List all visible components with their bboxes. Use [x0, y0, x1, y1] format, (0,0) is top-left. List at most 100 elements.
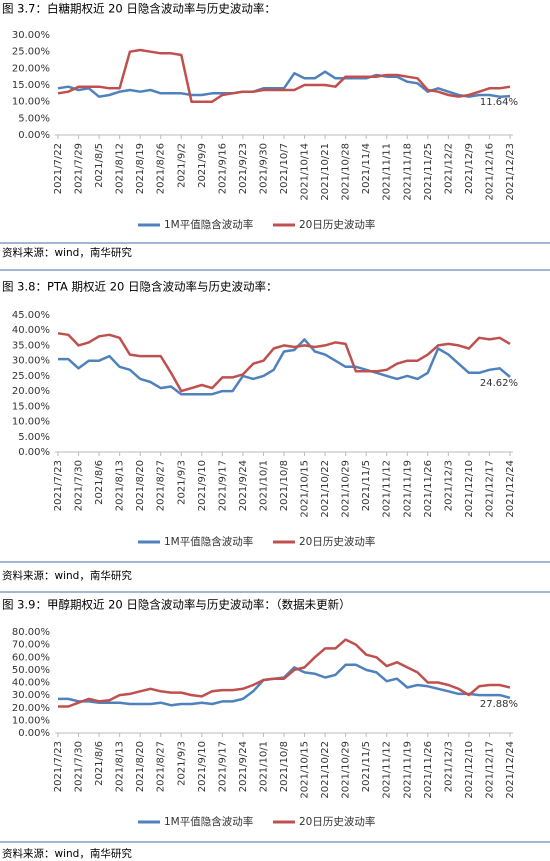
legend-label: 20日历史波动率	[299, 815, 375, 828]
x-tick-label: 2021/11/4	[361, 143, 372, 194]
y-tick-label: 15.00%	[12, 401, 50, 412]
x-tick-label: 2021/9/16	[217, 143, 228, 194]
series-line	[58, 638, 511, 708]
x-tick-label: 2021/11/5	[361, 460, 372, 511]
y-tick-label: 15.00%	[12, 80, 50, 91]
x-tick-label: 2021/11/26	[423, 741, 434, 799]
x-tick-label: 2021/9/9	[197, 143, 208, 188]
x-tick-label: 2021/9/23	[238, 143, 249, 194]
x-tick-label: 2021/8/5	[94, 143, 105, 188]
y-tick-label: 50.00%	[12, 665, 50, 676]
x-tick-label: 2021/12/10	[464, 460, 475, 518]
x-tick-label: 2021/8/20	[135, 460, 146, 511]
legend-label: 1M平值隐含波动率	[164, 815, 253, 828]
legend-label: 20日历史波动率	[299, 535, 375, 548]
y-tick-label: 10.00%	[12, 417, 50, 428]
y-tick-label: 30.00%	[12, 30, 50, 41]
y-tick-label: 20.00%	[12, 63, 50, 74]
x-tick-label: 2021/10/1	[258, 460, 269, 511]
x-tick-label: 2021/8/26	[156, 143, 167, 194]
x-tick-label: 2021/10/14	[300, 143, 311, 201]
x-tick-label: 2021/7/29	[74, 143, 85, 194]
x-tick-label: 2021/12/24	[505, 460, 516, 518]
x-tick-label: 2021/8/27	[156, 460, 167, 511]
y-tick-label: 35.00%	[12, 340, 50, 351]
chart-title: 图 3.8：PTA 期权近 20 日隐含波动率与历史波动率：	[2, 280, 277, 294]
x-tick-label: 2021/9/10	[197, 460, 208, 511]
x-tick-label: 2021/10/22	[320, 460, 331, 518]
source-note: 资料来源：wind，南华研究	[2, 246, 132, 259]
x-tick-label: 2021/7/23	[53, 741, 64, 792]
source-note: 资料来源：wind，南华研究	[2, 569, 132, 582]
y-tick-label: 5.00%	[18, 432, 50, 443]
x-tick-label: 2021/10/29	[341, 460, 352, 518]
x-tick-label: 2021/10/22	[320, 741, 331, 799]
x-tick-label: 2021/9/24	[238, 460, 249, 511]
x-tick-label: 2021/9/2	[176, 143, 187, 188]
data-label: 11.64%	[480, 97, 518, 108]
x-tick-label: 2021/10/15	[300, 460, 311, 518]
legend-label: 20日历史波动率	[299, 218, 375, 231]
x-tick-label: 2021/12/24	[505, 741, 516, 799]
x-tick-label: 2021/11/19	[402, 741, 413, 799]
y-tick-label: 45.00%	[12, 310, 50, 321]
y-tick-label: 5.00%	[18, 113, 50, 124]
x-tick-label: 2021/8/20	[135, 741, 146, 792]
x-tick-label: 2021/9/17	[217, 741, 228, 792]
x-tick-label: 2021/8/27	[156, 741, 167, 792]
y-tick-label: 70.00%	[12, 640, 50, 651]
x-tick-label: 2021/8/6	[94, 460, 105, 505]
x-tick-label: 2021/11/5	[361, 741, 372, 792]
x-tick-label: 2021/8/13	[115, 460, 126, 511]
x-tick-label: 2021/9/3	[176, 741, 187, 786]
x-tick-label: 2021/9/3	[176, 460, 187, 505]
y-tick-label: 0.00%	[18, 447, 50, 458]
x-tick-label: 2021/12/23	[505, 143, 516, 201]
data-label: 27.88%	[480, 699, 518, 710]
x-tick-label: 2021/8/19	[135, 143, 146, 194]
x-tick-label: 2021/10/8	[279, 741, 290, 792]
y-tick-label: 10.00%	[12, 715, 50, 726]
series-line	[57, 70, 511, 98]
x-tick-label: 2021/7/30	[74, 460, 85, 511]
x-tick-label: 2021/10/15	[300, 741, 311, 799]
x-tick-label: 2021/9/17	[217, 460, 228, 511]
x-tick-label: 2021/12/2	[443, 143, 454, 194]
y-tick-label: 25.00%	[12, 371, 50, 382]
x-tick-label: 2021/12/17	[484, 460, 495, 518]
x-tick-label: 2021/11/18	[402, 143, 413, 201]
x-tick-label: 2021/9/24	[238, 741, 249, 792]
series-line	[58, 338, 511, 396]
y-tick-label: 40.00%	[12, 678, 50, 689]
y-tick-label: 30.00%	[12, 356, 50, 367]
x-tick-label: 2021/12/3	[443, 460, 454, 511]
source-note: 资料来源：wind，南华研究	[2, 847, 132, 860]
y-tick-label: 0.00%	[18, 728, 50, 739]
y-tick-label: 10.00%	[12, 97, 50, 108]
series-line	[57, 48, 511, 103]
y-tick-label: 25.00%	[12, 47, 50, 58]
x-tick-label: 2021/9/30	[258, 143, 269, 194]
x-tick-label: 2021/12/10	[464, 741, 475, 799]
y-tick-label: 20.00%	[12, 703, 50, 714]
x-tick-label: 2021/11/19	[402, 460, 413, 518]
x-tick-label: 2021/10/8	[279, 460, 290, 511]
x-tick-label: 2021/7/30	[74, 741, 85, 792]
x-tick-label: 2021/10/21	[320, 143, 331, 201]
x-tick-label: 2021/8/6	[94, 741, 105, 786]
x-tick-label: 2021/11/11	[382, 143, 393, 201]
x-tick-label: 2021/7/23	[53, 460, 64, 511]
x-tick-label: 2021/9/10	[197, 741, 208, 792]
chart-title: 图 3.9：甲醇期权近 20 日隐含波动率与历史波动率：（数据未更新）	[2, 598, 351, 612]
x-tick-label: 2021/10/28	[341, 143, 352, 201]
x-tick-label: 2021/10/29	[341, 741, 352, 799]
x-tick-label: 2021/10/7	[279, 143, 290, 194]
legend-label: 1M平值隐含波动率	[164, 218, 253, 231]
chart-title: 图 3.7：白糖期权近 20 日隐含波动率与历史波动率：	[2, 2, 276, 16]
x-tick-label: 2021/7/22	[53, 143, 64, 194]
x-tick-label: 2021/10/1	[258, 741, 269, 792]
legend-label: 1M平值隐含波动率	[164, 535, 253, 548]
x-tick-label: 2021/12/17	[484, 741, 495, 799]
y-tick-label: 0.00%	[18, 130, 50, 141]
